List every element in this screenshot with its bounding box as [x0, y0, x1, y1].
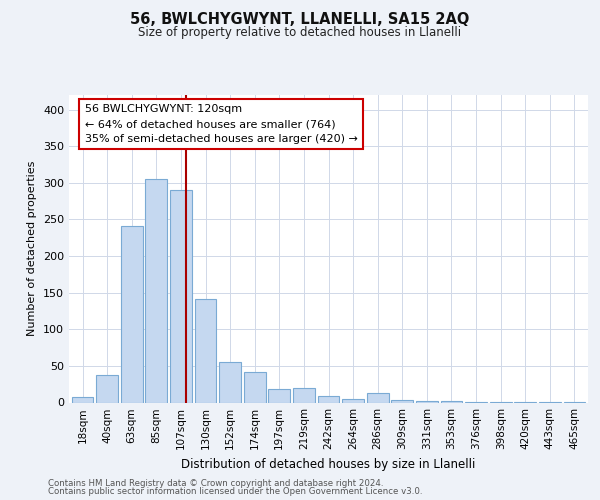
Bar [97, 376, 118, 402]
Bar [72, 396, 94, 402]
Bar [293, 388, 315, 402]
Text: Size of property relative to detached houses in Llanelli: Size of property relative to detached ho… [139, 26, 461, 39]
Text: 56 BWLCHYGWYNT: 120sqm
← 64% of detached houses are smaller (764)
35% of semi-de: 56 BWLCHYGWYNT: 120sqm ← 64% of detached… [85, 104, 358, 144]
Y-axis label: Number of detached properties: Number of detached properties [28, 161, 37, 336]
Bar [367, 393, 389, 402]
Bar [342, 399, 364, 402]
Bar [391, 400, 413, 402]
Bar [194, 300, 217, 403]
Bar [244, 372, 266, 402]
Bar [317, 396, 340, 402]
Bar [170, 190, 192, 402]
Bar [219, 362, 241, 403]
Bar [440, 401, 463, 402]
X-axis label: Distribution of detached houses by size in Llanelli: Distribution of detached houses by size … [181, 458, 476, 471]
Bar [416, 401, 438, 402]
Text: 56, BWLCHYGWYNT, LLANELLI, SA15 2AQ: 56, BWLCHYGWYNT, LLANELLI, SA15 2AQ [130, 12, 470, 28]
Bar [121, 226, 143, 402]
Text: Contains public sector information licensed under the Open Government Licence v3: Contains public sector information licen… [48, 487, 422, 496]
Text: Contains HM Land Registry data © Crown copyright and database right 2024.: Contains HM Land Registry data © Crown c… [48, 478, 383, 488]
Bar [145, 179, 167, 402]
Bar [268, 388, 290, 402]
